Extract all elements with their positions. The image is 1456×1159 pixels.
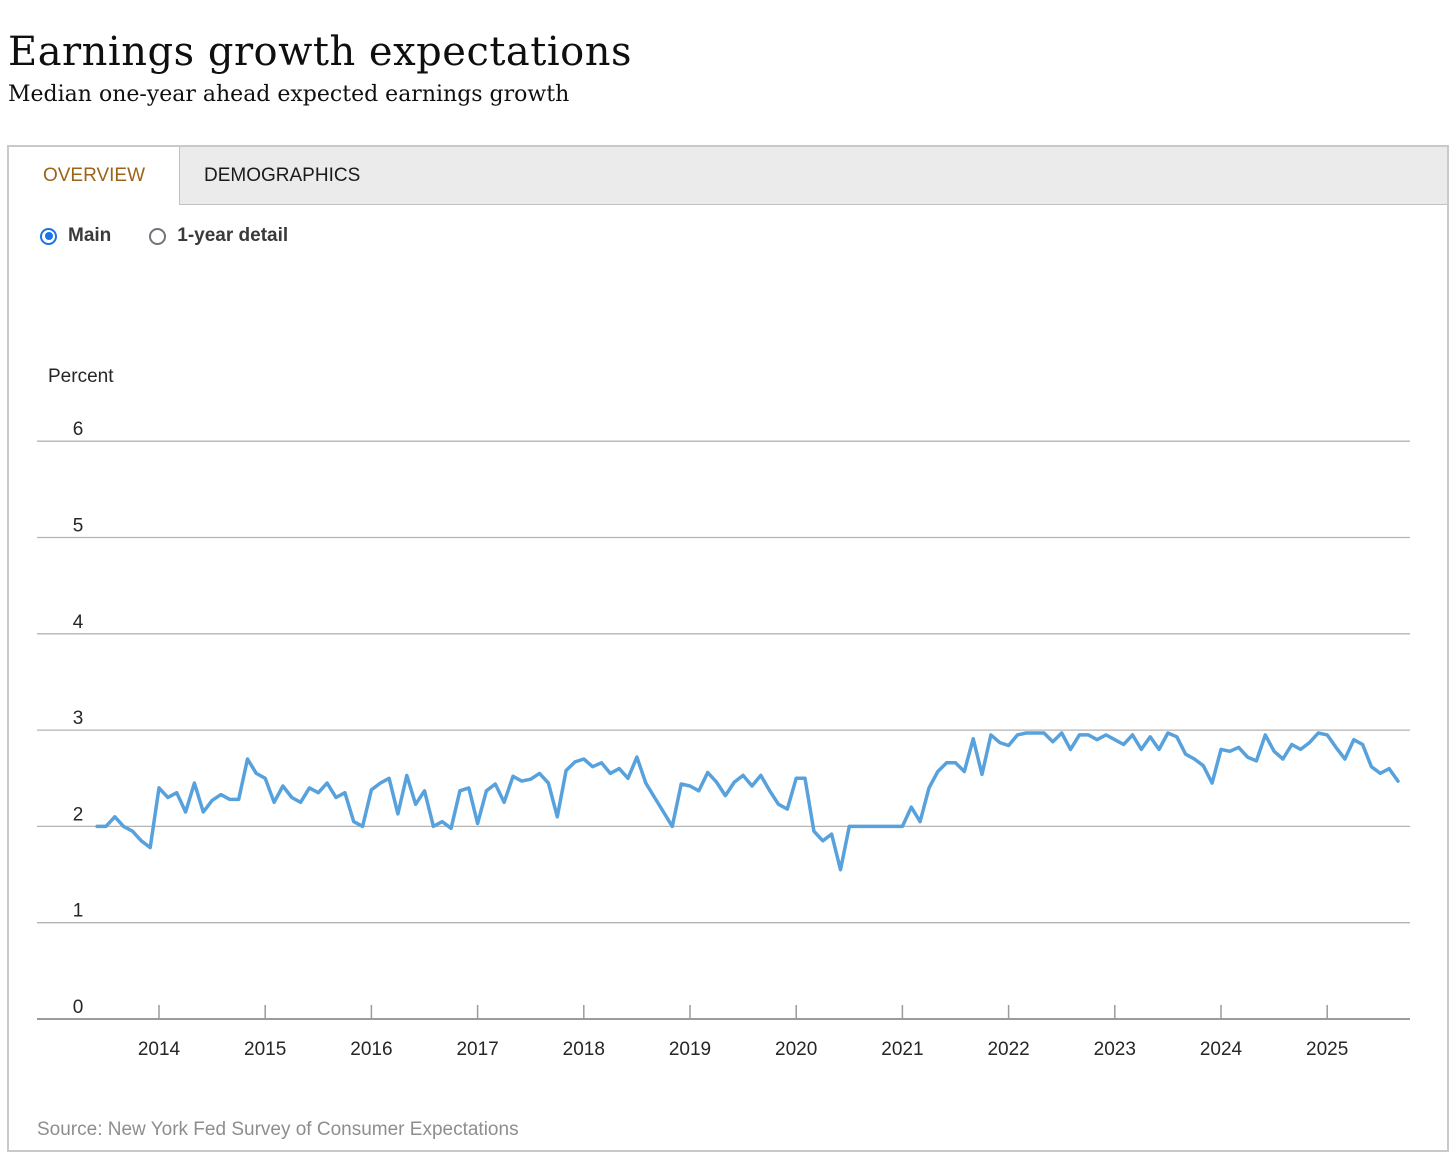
y-axis-tick-label: 5 bbox=[73, 516, 84, 537]
radio-option-main[interactable]: Main bbox=[40, 225, 111, 247]
data-line bbox=[95, 731, 1400, 872]
x-axis-tick-label: 2025 bbox=[1306, 1039, 1348, 1060]
radio-1year-detail-label: 1-year detail bbox=[177, 225, 289, 246]
radio-unselected-icon[interactable] bbox=[149, 227, 167, 245]
x-axis-tick-label: 2023 bbox=[1094, 1039, 1136, 1060]
tab-overview-label: OVERVIEW bbox=[42, 165, 146, 186]
y-axis-tick-label: 4 bbox=[73, 612, 84, 633]
x-axis-tick-label: 2016 bbox=[350, 1039, 392, 1060]
chart-panel: OVERVIEW DEMOGRAPHICS Main 1-year detail… bbox=[7, 145, 1449, 1152]
y-axis-title: Percent bbox=[48, 366, 114, 387]
x-axis-tick-label: 2020 bbox=[775, 1039, 817, 1060]
x-axis-tick-label: 2015 bbox=[244, 1039, 286, 1060]
radio-main-label: Main bbox=[68, 225, 112, 246]
radio-option-1year-detail[interactable]: 1-year detail bbox=[149, 225, 288, 247]
tab-bar bbox=[9, 147, 1447, 205]
y-axis-tick-label: 2 bbox=[73, 804, 84, 825]
source-note: Source: New York Fed Survey of Consumer … bbox=[37, 1119, 519, 1140]
x-axis-tick-label: 2019 bbox=[669, 1039, 711, 1060]
y-axis-tick-label: 3 bbox=[73, 708, 84, 729]
x-axis-tick-label: 2017 bbox=[456, 1039, 498, 1060]
x-axis-tick-label: 2021 bbox=[881, 1039, 923, 1060]
x-axis-tick-label: 2014 bbox=[138, 1039, 181, 1060]
page-title: Earnings growth expectations bbox=[8, 28, 632, 75]
radio-selected-icon[interactable] bbox=[40, 227, 57, 245]
tab-demographics[interactable]: DEMOGRAPHICS bbox=[180, 147, 360, 204]
page-subtitle: Median one-year ahead expected earnings … bbox=[8, 82, 570, 107]
y-axis-tick-label: 0 bbox=[73, 997, 84, 1018]
y-axis-tick-label: 6 bbox=[73, 419, 84, 440]
tab-overview[interactable]: OVERVIEW bbox=[9, 147, 180, 205]
x-axis-tick-label: 2024 bbox=[1200, 1039, 1243, 1060]
y-axis-tick-label: 1 bbox=[73, 901, 84, 922]
x-axis-tick-label: 2018 bbox=[563, 1039, 605, 1060]
tab-demographics-label: DEMOGRAPHICS bbox=[204, 164, 361, 186]
x-axis-tick-label: 2022 bbox=[987, 1039, 1029, 1060]
line-chart: 6 5 4 3 2 1 0 2014 2015 2016 2017 2018 2019 2020 2021 2… bbox=[37, 419, 1410, 1060]
view-radio-group: Main 1-year detail bbox=[40, 225, 288, 247]
